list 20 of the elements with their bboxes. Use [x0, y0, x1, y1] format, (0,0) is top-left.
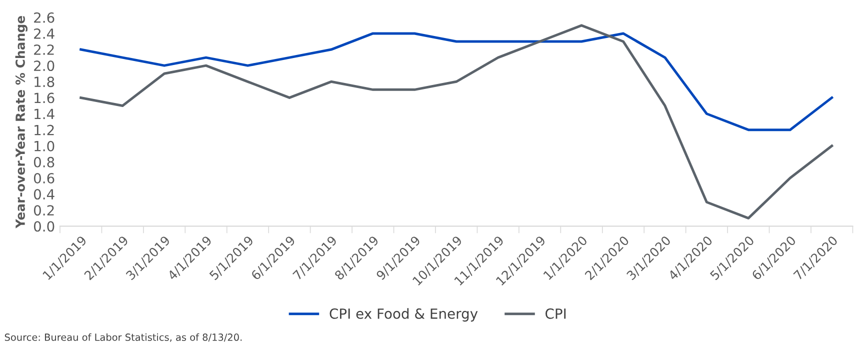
y-tick-label: 0.6 — [34, 172, 54, 184]
y-tick-label: 0.8 — [34, 156, 54, 168]
source-note: Source: Bureau of Labor Statistics, as of 8/13/20. — [4, 333, 242, 342]
y-tick-label: 0.0 — [34, 221, 54, 232]
y-tick-label: 2.0 — [34, 60, 54, 72]
line-series — [80, 32, 834, 132]
line-series — [80, 24, 834, 220]
legend-label: CPI ex Food & Energy — [330, 308, 478, 322]
y-tick-label: 1.6 — [34, 92, 54, 104]
y-tick-label: 2.2 — [34, 44, 54, 55]
legend-label: CPI — [546, 308, 566, 319]
y-tick-label: 2.4 — [34, 28, 54, 39]
y-tick-label: 1.4 — [34, 108, 54, 120]
y-tick-label: 0.2 — [34, 205, 54, 216]
y-tick-label: 1.8 — [34, 76, 54, 88]
y-tick-label: 0.4 — [34, 189, 54, 200]
y-tick-label: 1.0 — [34, 140, 54, 152]
y-axis-title: Year-over-Year Rate % Change — [15, 16, 28, 228]
y-tick-label: 1.2 — [34, 124, 54, 136]
y-tick-label: 2.6 — [34, 12, 54, 23]
